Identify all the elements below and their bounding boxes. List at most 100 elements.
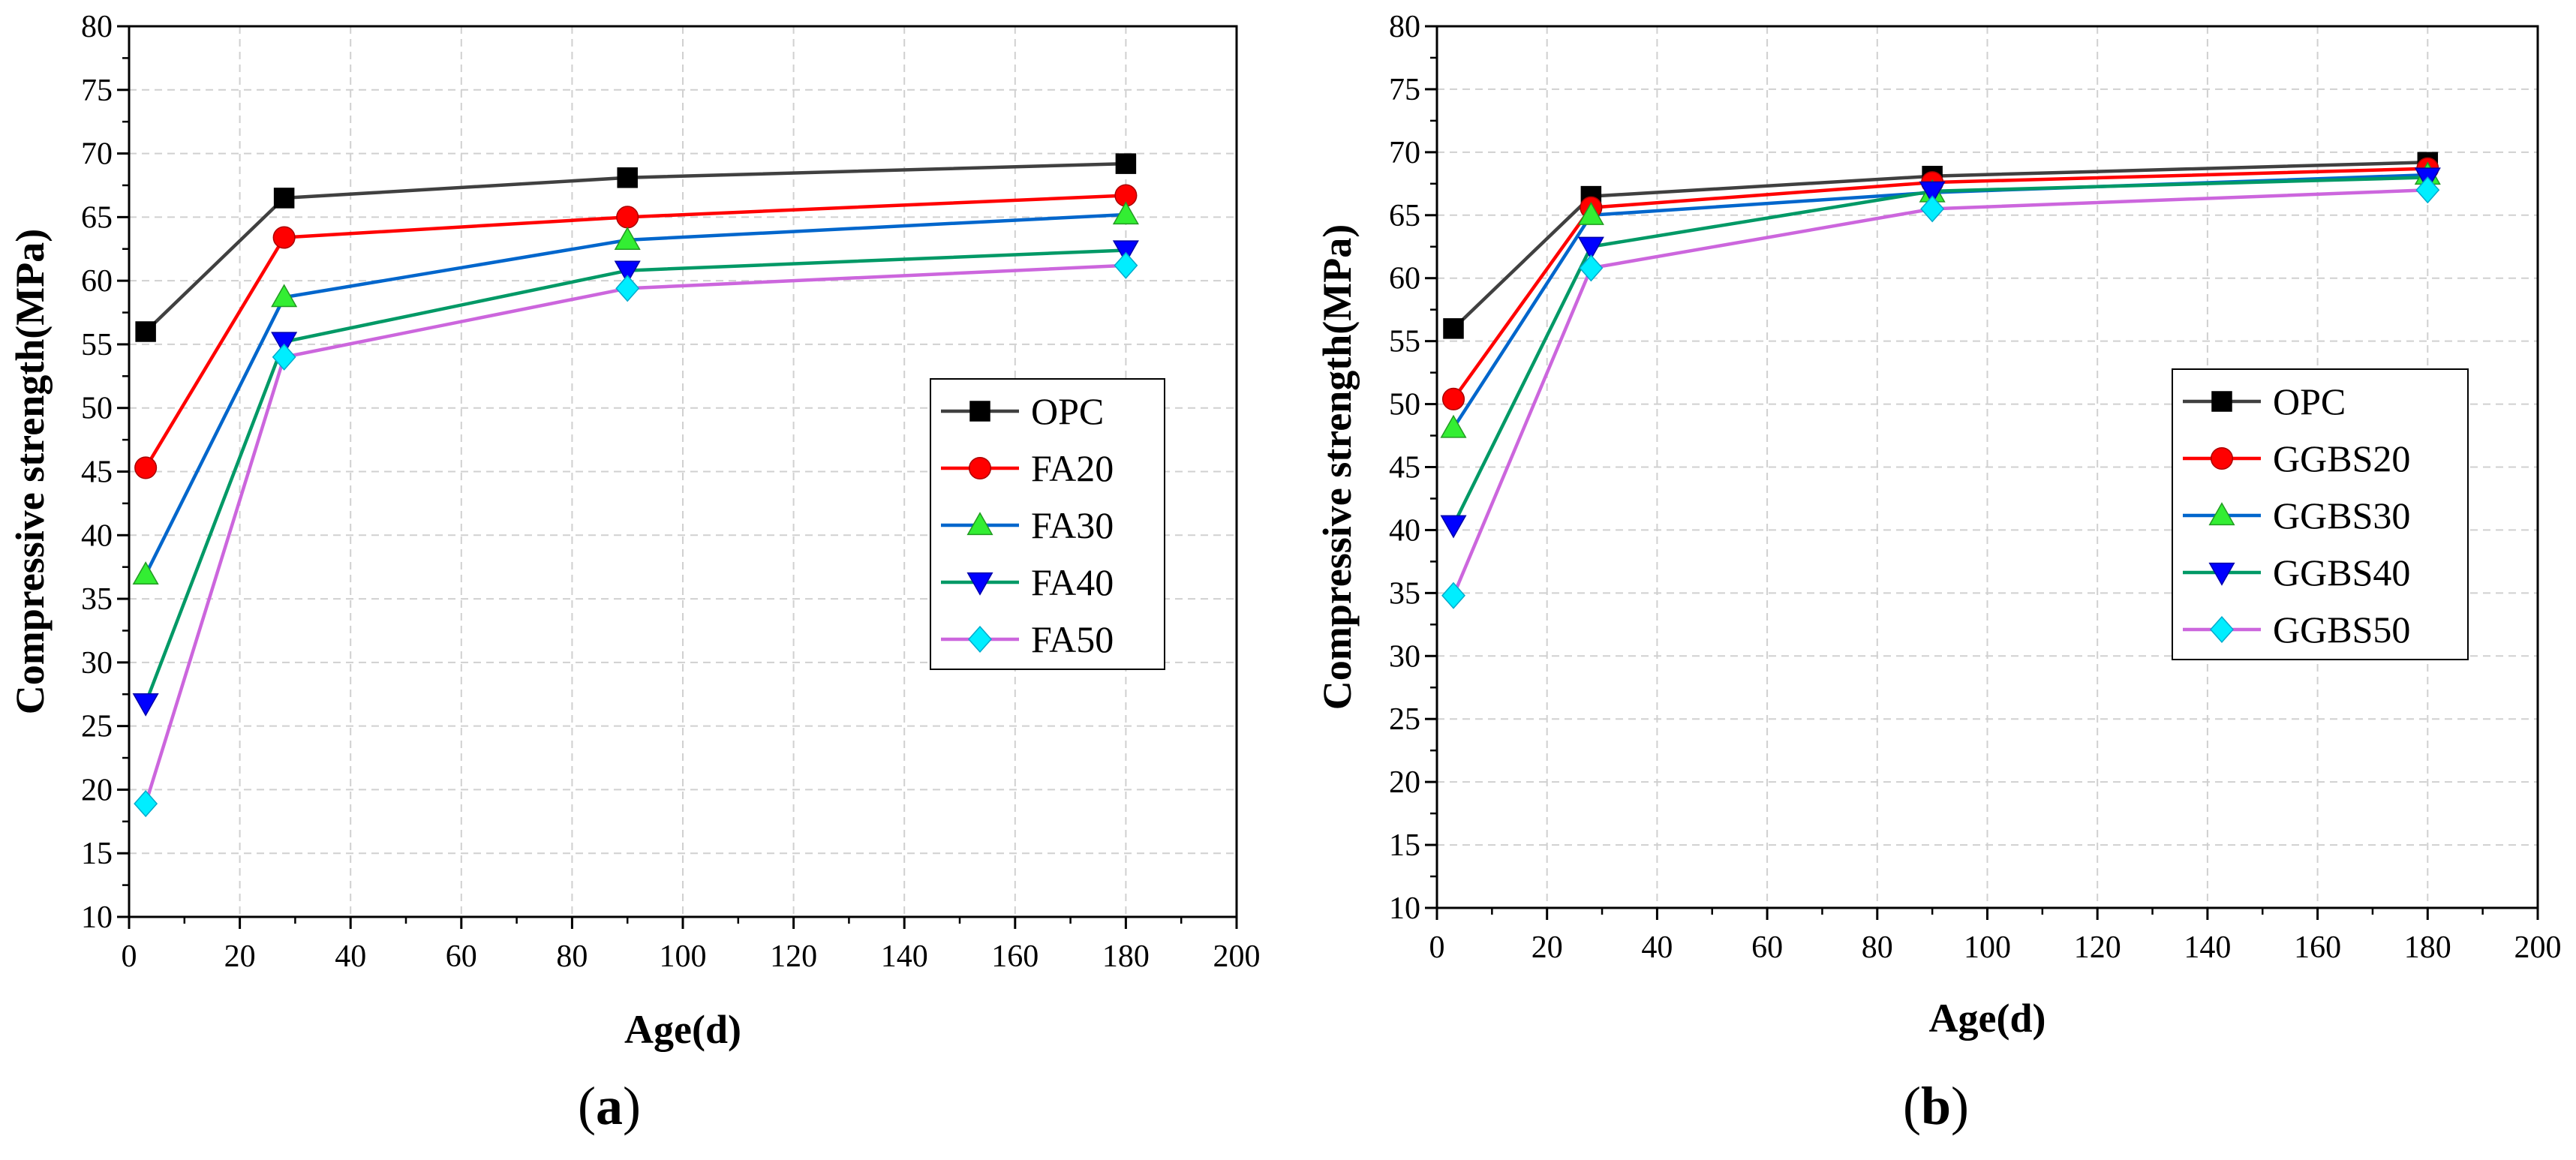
y-tick-label: 15 — [81, 837, 113, 871]
y-tick-label: 10 — [81, 900, 113, 935]
x-tick-label: 80 — [556, 939, 588, 974]
y-axis-title: Compressive strength(MPa) — [8, 229, 53, 714]
series-line-fa20 — [144, 194, 1126, 469]
data-point-fa50 — [615, 275, 640, 302]
x-tick-label: 120 — [770, 939, 817, 974]
y-tick-label: 15 — [1389, 828, 1420, 863]
y-tick-label: 35 — [81, 582, 113, 617]
legend-marker-ggbs20 — [2210, 446, 2234, 470]
x-tick-label: 0 — [122, 939, 137, 974]
data-point-opc — [1443, 318, 1464, 339]
chart-panel-a: 0 20 40 60 80 100 120 140 160 180 200 10 15 20 25 30 35 4… — [8, 10, 1261, 1136]
x-tick-label: 160 — [2294, 930, 2341, 965]
y-tick-label: 75 — [81, 74, 113, 108]
x-tick-label: 80 — [1862, 930, 1893, 965]
series-line-fa50 — [143, 263, 1126, 804]
y-tick-label: 40 — [81, 518, 113, 553]
data-point-ggbs30 — [1440, 414, 1467, 438]
data-point-opc — [273, 188, 295, 209]
data-point-fa20 — [616, 206, 639, 229]
panel-label-close-paren: ) — [623, 1076, 641, 1136]
y-tick-label: 10 — [1389, 891, 1420, 926]
panel-label-a: (a) — [578, 1076, 641, 1136]
legend-marker-opc — [969, 401, 990, 422]
legend-marker-ggbs30 — [2208, 502, 2235, 526]
data-point-ggbs50 — [2415, 176, 2440, 204]
x-tick-label: 140 — [881, 939, 928, 974]
data-point-ggbs40 — [1919, 181, 1946, 205]
legend-label-fa30: FA30 — [1031, 504, 1114, 546]
y-tick-label: 60 — [1389, 262, 1420, 296]
x-tick-label: 120 — [2074, 930, 2121, 965]
y-tick-label: 70 — [81, 137, 113, 172]
x-tick-label: 20 — [224, 939, 256, 974]
data-point-fa30 — [132, 561, 159, 585]
data-point-ggbs20 — [1441, 387, 1465, 410]
data-point-fa40 — [271, 332, 298, 356]
legend-marker-ggbs50 — [2210, 615, 2234, 644]
y-tick-label: 45 — [81, 455, 113, 490]
data-point-fa40 — [1112, 240, 1139, 264]
data-point-fa50 — [1114, 251, 1138, 279]
x-tick-label: 180 — [2404, 930, 2451, 965]
y-tick-label: 30 — [1389, 639, 1420, 674]
x-tick-label: 200 — [2514, 930, 2562, 965]
x-tick-label: 20 — [1531, 930, 1563, 965]
legend: OPC FA20 FA30 FA40 FA50 — [930, 378, 1165, 670]
legend-marker-fa30 — [966, 512, 993, 536]
x-tick-label: 160 — [991, 939, 1039, 974]
legend-label-ggbs20: GGBS20 — [2273, 437, 2410, 479]
panel-label-letter: b — [1921, 1076, 1951, 1136]
y-tick-label: 25 — [81, 710, 113, 744]
y-tick-label: 55 — [1389, 325, 1420, 359]
series-line-ggbs50 — [1451, 188, 2428, 597]
x-tick-label: 100 — [1964, 930, 2011, 965]
legend: OPC GGBS20 GGBS30 GGBS40 GGBS50 — [2172, 368, 2469, 660]
legend-marker-fa50 — [968, 625, 992, 654]
data-point-fa50 — [272, 343, 296, 371]
data-point-opc — [1115, 153, 1137, 174]
y-tick-label: 80 — [81, 10, 113, 44]
panel-label-open-paren: ( — [578, 1076, 596, 1136]
data-point-fa30 — [1112, 201, 1139, 225]
legend-label-ggbs50: GGBS50 — [2273, 609, 2410, 651]
panel-label-close-paren: ) — [1951, 1076, 1969, 1136]
y-tick-label: 40 — [1389, 513, 1420, 548]
y-tick-label: 70 — [1389, 136, 1420, 170]
legend-label-fa50: FA50 — [1031, 618, 1114, 660]
x-tick-label: 60 — [1751, 930, 1783, 965]
x-tick-label: 40 — [335, 939, 366, 974]
y-tick-label: 65 — [1389, 199, 1420, 233]
data-point-ggbs50 — [1920, 195, 1945, 223]
y-tick-label: 65 — [81, 200, 113, 235]
y-axis-title: Compressive strength(MPa) — [1315, 224, 1360, 710]
y-tick-label: 80 — [1389, 10, 1420, 44]
series-line-opc — [1452, 161, 2428, 330]
panel-label-open-paren: ( — [1903, 1076, 1921, 1136]
data-point-ggbs40 — [1440, 515, 1467, 539]
y-tick-label: 50 — [81, 392, 113, 426]
data-point-opc — [135, 321, 156, 342]
data-point-fa50 — [134, 790, 158, 818]
x-tick-label: 180 — [1102, 939, 1150, 974]
legend-label-ggbs30: GGBS30 — [2273, 494, 2410, 536]
x-tick-label: 40 — [1641, 930, 1673, 965]
legend-label-fa40: FA40 — [1031, 561, 1114, 603]
y-tick-label: 55 — [81, 328, 113, 362]
chart-panel-b: 0 20 40 60 80 100 120 140 160 180 200 10 15 20 25 30 35 4… — [1315, 10, 2562, 1136]
series-line-fa30 — [144, 212, 1126, 575]
data-point-fa30 — [614, 227, 641, 250]
series — [1440, 152, 2441, 609]
y-axis: 10 15 20 25 30 35 40 45 50 55 60 65 70 75 80 — [81, 10, 129, 935]
legend-label-opc: OPC — [2273, 380, 2346, 422]
y-tick-label: 45 — [1389, 451, 1420, 485]
data-point-ggbs50 — [1441, 582, 1465, 609]
series-line-ggbs20 — [1452, 167, 2428, 401]
panel-label-b: (b) — [1903, 1076, 1969, 1136]
x-axis: 0 20 40 60 80 100 120 140 160 180 200 — [1429, 908, 2562, 965]
x-tick-label: 200 — [1213, 939, 1261, 974]
x-tick-label: 140 — [2184, 930, 2231, 965]
legend-label-fa20: FA20 — [1031, 447, 1114, 489]
y-tick-label: 35 — [1389, 576, 1420, 611]
